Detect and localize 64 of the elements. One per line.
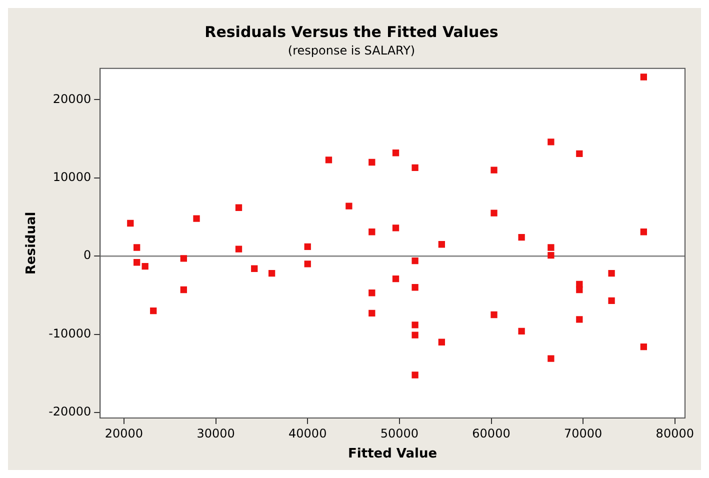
point — [368, 228, 376, 236]
point — [368, 158, 376, 166]
point — [412, 372, 418, 378]
point — [392, 150, 400, 156]
x-tick-label: 50000 — [380, 426, 419, 440]
y-tick-label: -10000 — [48, 326, 92, 340]
point — [608, 270, 615, 277]
x-tick-label: 70000 — [564, 426, 602, 440]
point — [548, 244, 554, 251]
point — [304, 243, 311, 250]
point — [548, 252, 554, 259]
point — [392, 275, 400, 282]
chart-subtitle: (response is SALARY) — [288, 43, 416, 58]
point — [640, 74, 648, 80]
point — [518, 328, 525, 335]
point — [368, 310, 376, 317]
y-tick-label: 10000 — [52, 170, 92, 184]
point — [438, 338, 446, 346]
point — [142, 262, 148, 270]
point — [576, 316, 583, 323]
point — [235, 246, 242, 252]
point — [576, 150, 583, 157]
x-tick-label: 20000 — [104, 426, 144, 440]
x-tick-label: 60000 — [472, 426, 510, 440]
point — [251, 265, 258, 272]
point — [412, 164, 418, 172]
x-tick-label: 80000 — [656, 426, 694, 440]
point — [268, 270, 276, 277]
point — [235, 204, 242, 211]
point — [640, 228, 648, 236]
point — [325, 156, 332, 164]
point — [134, 259, 140, 266]
point — [368, 290, 376, 296]
point — [518, 234, 525, 241]
point — [490, 311, 498, 318]
y-tick-label: 20000 — [52, 92, 92, 106]
chart-title: Residuals Versus the Fitted Values — [204, 22, 498, 41]
point — [127, 220, 134, 227]
point — [490, 166, 498, 174]
point — [180, 286, 187, 294]
point — [304, 260, 311, 268]
point — [193, 215, 200, 222]
y-tick-label: -20000 — [48, 404, 92, 419]
x-axis-title: Fitted Value — [348, 446, 438, 462]
point — [548, 355, 554, 362]
point — [150, 308, 157, 314]
y-tick-label: 0 — [83, 248, 92, 262]
point — [412, 332, 418, 338]
point — [412, 284, 418, 291]
point — [576, 286, 583, 294]
point — [412, 322, 418, 328]
x-tick-label: 30000 — [196, 426, 235, 440]
point — [346, 202, 352, 210]
point — [134, 244, 140, 251]
point — [180, 255, 187, 262]
y-axis-title: Residual — [24, 212, 40, 275]
point — [640, 344, 648, 350]
x-tick-label: 40000 — [288, 426, 327, 440]
point — [438, 241, 446, 248]
point — [548, 138, 554, 146]
point — [608, 297, 615, 304]
point — [392, 224, 400, 232]
point — [412, 257, 418, 264]
point — [490, 210, 498, 216]
